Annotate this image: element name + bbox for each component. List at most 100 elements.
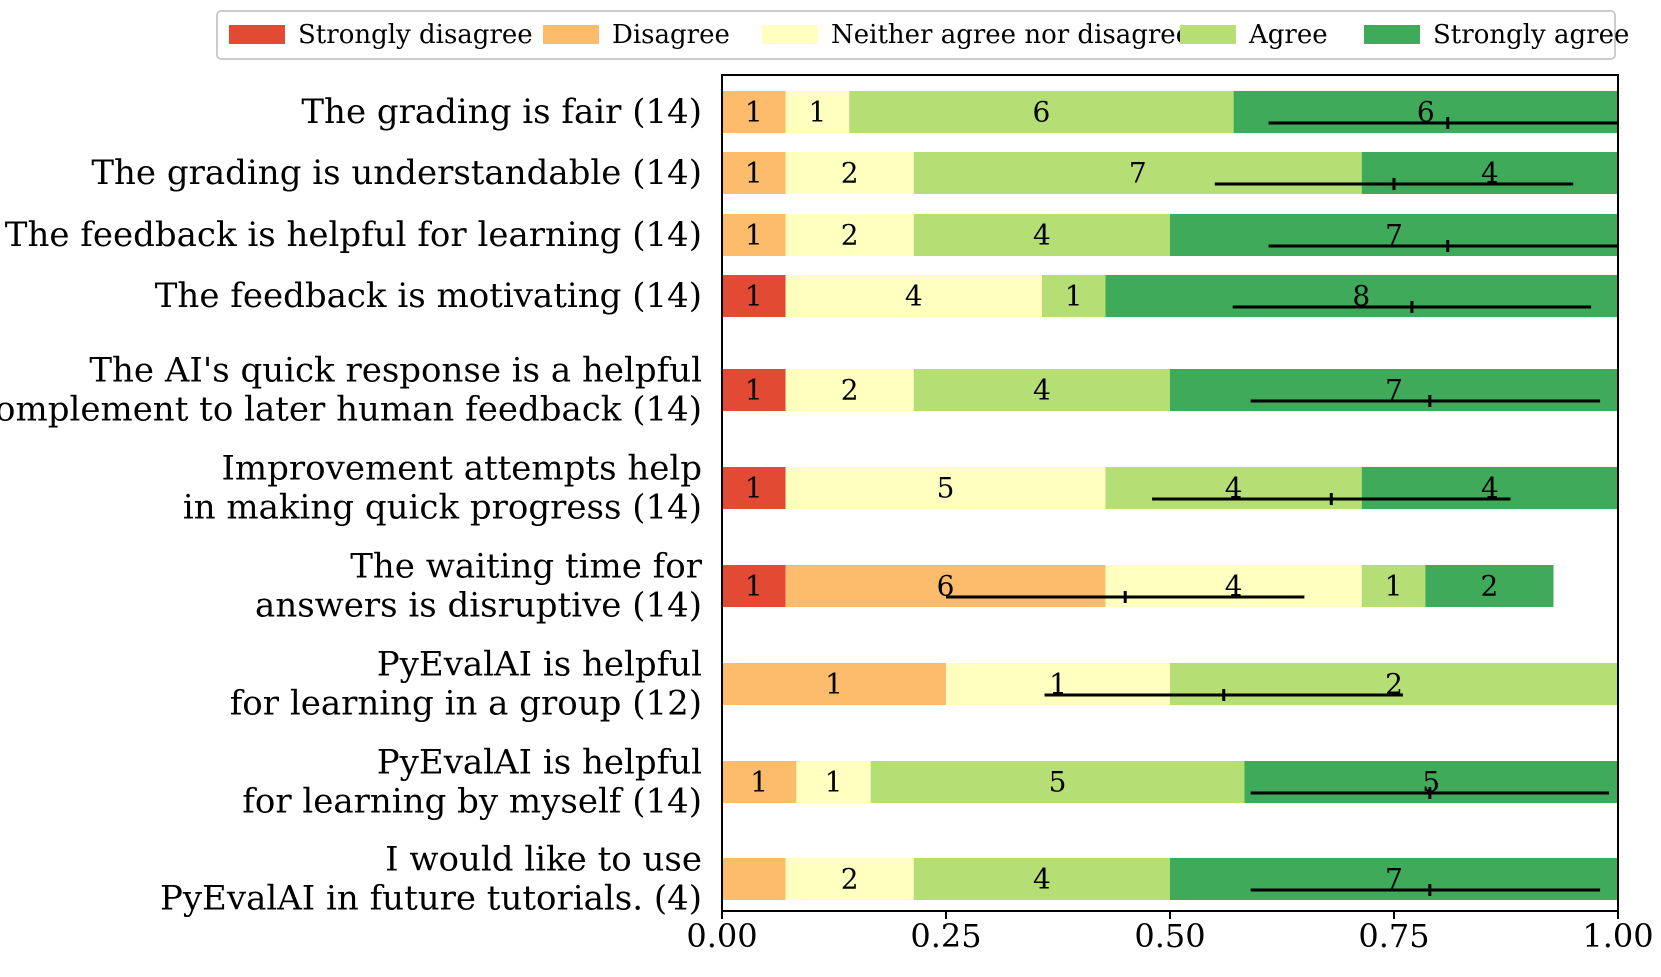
data-label-row-5-agree: 4: [1225, 472, 1243, 505]
bar-row-5-strongly-agree: [1361, 467, 1618, 509]
data-label-row-2-strongly-agree: 7: [1385, 219, 1403, 252]
data-label-row-8-strongly-agree: 5: [1422, 766, 1440, 799]
data-label-row-0-agree: 6: [1033, 96, 1051, 129]
category-label-row-2: The feedback is helpful for learning (14…: [5, 215, 702, 255]
bar-row-9-disagree: [722, 858, 786, 900]
bar-row-6-neither-agree-nor-disagree: [1105, 565, 1362, 607]
bar-row-3-strongly-agree: [1105, 275, 1618, 317]
bar-row-4-neither-agree-nor-disagree: [785, 369, 914, 411]
legend-label-strongly-agree: Strongly agree: [1433, 20, 1629, 50]
legend-swatch-agree: [1180, 25, 1236, 44]
bar-row-3-agree: [1041, 275, 1106, 317]
error-bars-layer: [946, 117, 1618, 896]
data-label-row-4-neither-agree-nor-disagree: 2: [841, 374, 859, 407]
category-label-row-9-line-1: PyEvalAI in future tutorials. (4): [160, 879, 702, 919]
x-tick-label-1: 0.25: [910, 917, 981, 955]
category-label-row-1: The grading is understandable (14): [91, 153, 702, 193]
legend-box: [216, 10, 1616, 60]
legend: Strongly disagree Disagree Neither agree n…: [216, 10, 1629, 60]
bar-row-2-disagree: [722, 214, 786, 256]
data-label-row-0-neither-agree-nor-disagree: 1: [809, 96, 827, 129]
bar-row-1-neither-agree-nor-disagree: [785, 152, 914, 194]
bar-row-7-disagree: [722, 663, 946, 705]
x-tick-label-4: 1.00: [1582, 917, 1653, 955]
category-label-row-4-line-1: complement to later human feedback (14): [0, 390, 702, 430]
legend-label-agree: Agree: [1248, 20, 1328, 50]
x-tick-label-2: 0.50: [1134, 917, 1205, 955]
bar-row-9-strongly-agree: [1170, 858, 1618, 900]
data-label-row-7-neither-agree-nor-disagree: 1: [1049, 668, 1067, 701]
data-label-row-5-strongly-disagree: 1: [745, 472, 763, 505]
bar-row-0-agree: [849, 91, 1234, 133]
data-label-row-5-strongly-agree: 4: [1481, 472, 1499, 505]
category-label-row-0: The grading is fair (14): [301, 92, 702, 132]
data-label-row-3-neither-agree-nor-disagree: 4: [905, 280, 923, 313]
data-label-row-6-neither-agree-nor-disagree: 4: [1225, 570, 1243, 603]
bar-row-5-neither-agree-nor-disagree: [785, 467, 1106, 509]
category-label-row-3: The feedback is motivating (14): [155, 276, 702, 316]
bar-row-1-strongly-agree: [1361, 152, 1618, 194]
bar-row-6-agree: [1361, 565, 1426, 607]
data-label-row-2-disagree: 1: [745, 219, 763, 252]
legend-label-neither-agree-nor-disagree: Neither agree nor disagree: [831, 20, 1191, 50]
bar-row-1-disagree: [722, 152, 786, 194]
data-label-row-7-disagree: 1: [825, 668, 843, 701]
legend-label-strongly-disagree: Strongly disagree: [298, 20, 533, 50]
data-label-row-8-neither-agree-nor-disagree: 1: [825, 766, 843, 799]
bar-row-0-neither-agree-nor-disagree: [785, 91, 850, 133]
x-tick-label-0: 0.00: [686, 917, 757, 955]
data-label-row-4-agree: 4: [1033, 374, 1051, 407]
data-label-row-8-disagree: 1: [750, 766, 768, 799]
category-label-row-4-line-0: The AI's quick response is a helpful: [89, 351, 702, 391]
data-label-row-4-strongly-agree: 7: [1385, 374, 1403, 407]
category-label-row-7-line-1: for learning in a group (12): [230, 684, 702, 724]
bar-row-0-strongly-agree: [1233, 91, 1618, 133]
data-label-row-9-neither-agree-nor-disagree: 2: [841, 863, 859, 896]
category-label-row-6-line-0: The waiting time for: [350, 547, 703, 587]
bar-row-2-agree: [913, 214, 1170, 256]
category-label-row-8-line-0: PyEvalAI is helpful: [377, 743, 702, 783]
bar-row-4-agree: [913, 369, 1170, 411]
bar-row-2-neither-agree-nor-disagree: [785, 214, 914, 256]
data-label-row-6-agree: 1: [1385, 570, 1403, 603]
category-label-row-5-line-0: Improvement attempts help: [221, 449, 702, 489]
category-label-row-8-line-1: for learning by myself (14): [242, 782, 702, 822]
data-label-row-1-strongly-agree: 4: [1481, 157, 1499, 190]
bar-row-8-disagree: [722, 761, 797, 803]
bar-row-9-agree: [913, 858, 1170, 900]
data-label-row-3-strongly-disagree: 1: [745, 280, 763, 313]
data-label-row-1-neither-agree-nor-disagree: 2: [841, 157, 859, 190]
bar-row-5-strongly-disagree: [722, 467, 786, 509]
bar-row-6-strongly-agree: [1425, 565, 1554, 607]
data-label-row-6-disagree: 6: [937, 570, 955, 603]
category-label-row-6-line-1: answers is disruptive (14): [255, 586, 702, 626]
bar-row-0-disagree: [722, 91, 786, 133]
data-label-row-1-agree: 7: [1129, 157, 1147, 190]
bar-row-3-strongly-disagree: [722, 275, 786, 317]
data-label-row-6-strongly-disagree: 1: [745, 570, 763, 603]
bar-row-3-neither-agree-nor-disagree: [785, 275, 1042, 317]
bar-row-4-strongly-agree: [1170, 369, 1618, 411]
bar-row-4-strongly-disagree: [722, 369, 786, 411]
data-label-row-3-strongly-agree: 8: [1352, 280, 1370, 313]
bars-layer: 1 1 6 61 2 7 41 2 4 71 4 1 81 2 4 71 5 4 41 6 4 1 21 1 21 1 5 52 4 7: [722, 91, 1618, 900]
bar-row-2-strongly-agree: [1170, 214, 1618, 256]
legend-swatch-disagree: [543, 25, 599, 44]
data-label-row-0-disagree: 1: [745, 96, 763, 129]
bar-row-9-neither-agree-nor-disagree: [785, 858, 914, 900]
bar-row-1-agree: [913, 152, 1362, 194]
bar-row-8-neither-agree-nor-disagree: [796, 761, 871, 803]
x-tick-label-3: 0.75: [1358, 917, 1429, 955]
data-label-row-3-agree: 1: [1065, 280, 1083, 313]
category-label-row-7-line-0: PyEvalAI is helpful: [377, 645, 702, 685]
data-label-row-9-strongly-agree: 7: [1385, 863, 1403, 896]
legend-label-disagree: Disagree: [612, 20, 730, 50]
bar-row-7-agree: [1170, 663, 1618, 705]
data-label-row-0-strongly-agree: 6: [1417, 96, 1435, 129]
bar-row-7-neither-agree-nor-disagree: [946, 663, 1170, 705]
data-label-row-8-agree: 5: [1049, 766, 1067, 799]
category-labels: The grading is fair (14) The grading is u…: [0, 92, 703, 919]
data-label-row-6-strongly-agree: 2: [1481, 570, 1499, 603]
data-label-row-4-strongly-disagree: 1: [745, 374, 763, 407]
